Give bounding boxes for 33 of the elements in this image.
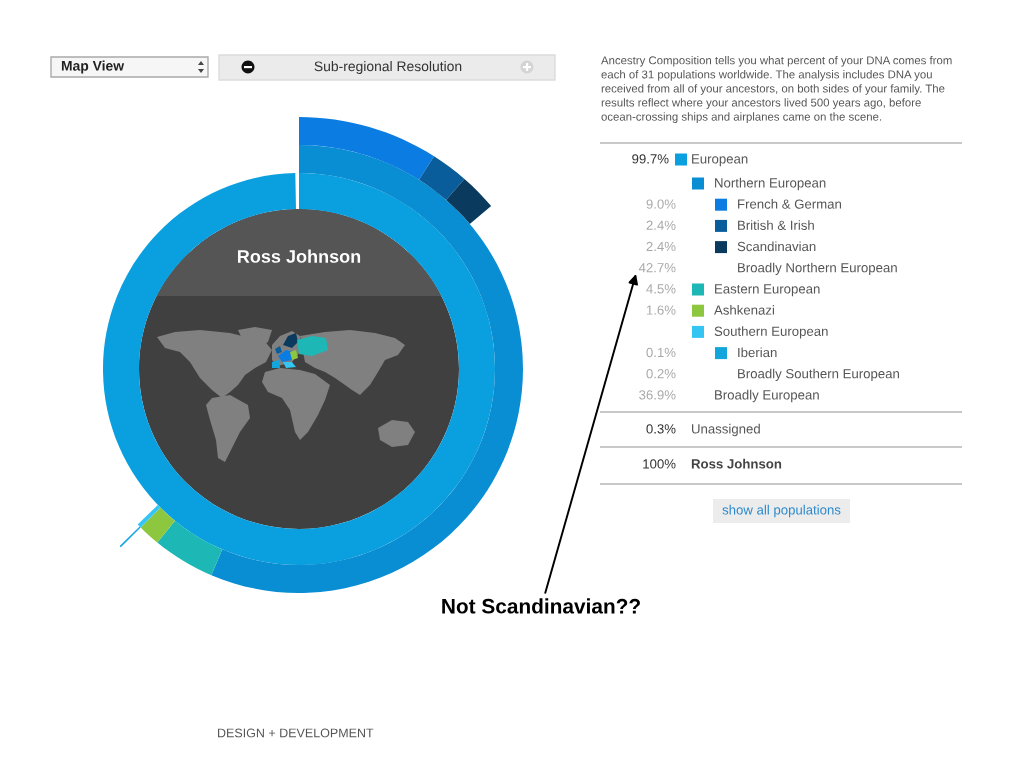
text: 36.9% [639, 390, 676, 400]
text: 42.7% [638, 263, 676, 273]
legend-label: British & Irish [738, 220, 814, 230]
text: 0.3% [646, 424, 676, 434]
category-label: Unassigned [692, 423, 760, 437]
legend-label: Scandinavian [737, 241, 816, 252]
legend-label: Ashkenazi [714, 305, 774, 315]
text: Sub-regional Resolution [314, 61, 462, 74]
data-label: 4.5% [646, 284, 676, 294]
text: DESIGN + DEVELOPMENT [218, 728, 374, 738]
legend-label: European [692, 154, 748, 167]
text: 0.2% [646, 369, 676, 379]
text: Ross Johnson [238, 249, 361, 263]
data-label: 1.6% [646, 305, 676, 315]
text: Map View [61, 60, 125, 74]
category-label: Broadly Northern European [738, 262, 897, 275]
data-label: 2.4% [646, 220, 676, 230]
text: Not Scandinavian?? [442, 598, 640, 614]
category-label: Broadly European [715, 389, 819, 403]
data-label: 0.1% [646, 347, 676, 358]
legend-label: French & German [738, 199, 841, 209]
data-label: 9.0% [646, 199, 676, 209]
legend-label: Eastern European [715, 284, 820, 297]
chart-subtitle: Ancestry Composition tells you what percent of your DNA comes from each of 31 populations worldwide. The analysis includes DNA you received from all of your ancestors, on both sides of your family. The results reflect where your ancestors lived 500 years ago, before ocean-crossing ships and airplanes came on the scene. [601, 56, 952, 123]
legend-label: Iberian [738, 347, 777, 358]
data-label: 99.7% [632, 154, 669, 164]
legend-label: Northern European [715, 177, 826, 191]
category-label: Broadly Southern European [738, 368, 899, 381]
chart-title: Ross Johnson [691, 458, 782, 469]
text: show all populations [722, 504, 841, 518]
data-label: 2.4% [646, 241, 676, 252]
legend-label: Southern European [714, 326, 828, 339]
text: 100% [643, 459, 676, 469]
